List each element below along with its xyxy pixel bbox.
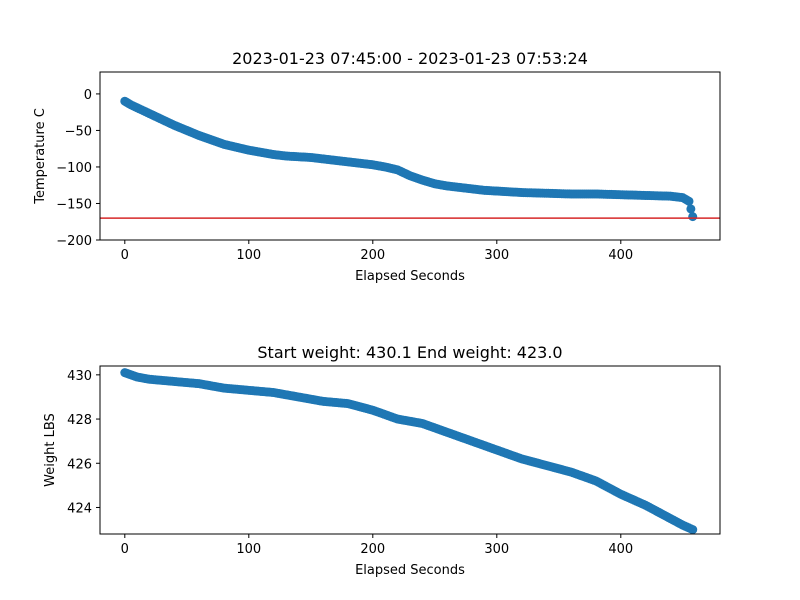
temperature-x-ticks: 0 100 200 300 400	[121, 240, 633, 263]
temperature-x-tick-label: 300	[484, 248, 509, 263]
temperature-y-axis-label: Temperature C	[33, 108, 48, 205]
weight-plot-frame	[99, 365, 721, 535]
temperature-subplot: 2023-01-23 07:45:00 - 2023-01-23 07:53:2…	[33, 49, 721, 284]
temperature-plot-frame	[99, 71, 721, 241]
temperature-data-point	[686, 204, 696, 214]
temperature-x-axis-label: Elapsed Seconds	[355, 269, 465, 284]
temperature-chart-title: 2023-01-23 07:45:00 - 2023-01-23 07:53:2…	[232, 49, 588, 68]
temperature-x-tick-label: 100	[236, 248, 261, 263]
weight-x-tick-label: 300	[484, 542, 509, 557]
temperature-x-tick-label: 400	[608, 248, 633, 263]
temperature-x-tick-label: 200	[360, 248, 385, 263]
weight-chart-title: Start weight: 430.1 End weight: 423.0	[257, 343, 562, 362]
weight-x-ticks: 0 100 200 300 400	[121, 534, 633, 557]
temperature-marks	[100, 96, 720, 222]
temperature-y-tick-label: −150	[56, 197, 92, 212]
weight-y-axis-label: Weight LBS	[43, 413, 58, 487]
weight-x-tick-label: 200	[360, 542, 385, 557]
temperature-y-tick-label: −200	[56, 234, 92, 249]
temperature-data-point	[688, 212, 698, 222]
temperature-y-tick-label: −100	[56, 161, 92, 176]
weight-y-tick-label: 428	[67, 413, 92, 428]
weight-x-tick-label: 0	[121, 542, 129, 557]
weight-x-tick-label: 400	[608, 542, 633, 557]
temperature-y-ticks: 0 −50 −100 −150 −200	[56, 88, 100, 249]
weight-y-tick-label: 426	[67, 457, 92, 472]
temperature-x-tick-label: 0	[121, 248, 129, 263]
weight-data-point	[688, 525, 698, 535]
temperature-y-tick-label: 0	[84, 88, 92, 103]
weight-x-tick-label: 100	[236, 542, 261, 557]
weight-marks	[120, 368, 698, 535]
weight-y-tick-label: 424	[67, 501, 92, 516]
weight-subplot: Start weight: 430.1 End weight: 423.0 0 1…	[43, 343, 721, 578]
temperature-data-point	[684, 196, 694, 206]
weight-x-axis-label: Elapsed Seconds	[355, 563, 465, 578]
weight-y-tick-label: 430	[67, 369, 92, 384]
weight-y-ticks: 424 426 428 430	[67, 369, 100, 516]
temperature-y-tick-label: −50	[65, 124, 92, 139]
